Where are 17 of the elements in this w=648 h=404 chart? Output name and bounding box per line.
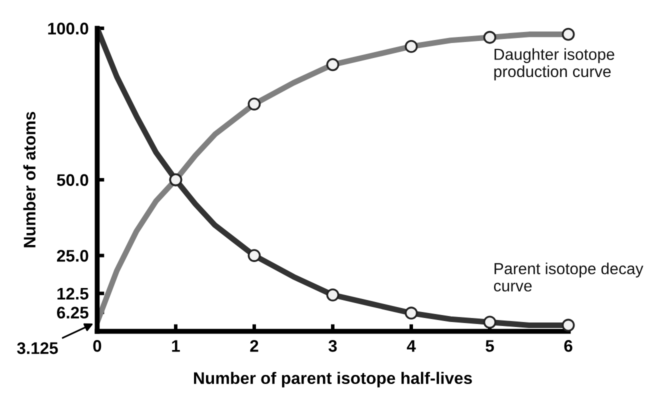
- x-axis-title: Number of parent isotope half-lives: [194, 372, 472, 388]
- x-tick-label: 6: [564, 340, 572, 352]
- annotation: 3.125: [17, 342, 58, 354]
- y-tick-label: 100.0: [48, 22, 88, 34]
- y-axis-title: Number of atoms: [23, 112, 36, 248]
- y-tick-label: 12.5: [57, 288, 88, 300]
- x-tick-label: 4: [406, 340, 416, 352]
- x-tick-label: 5: [486, 340, 494, 352]
- x-tick-label: 1: [172, 340, 180, 352]
- y-tick-label: 25.0: [57, 250, 88, 262]
- y-tick-label: 50.0: [56, 174, 88, 186]
- x-tick-label: 2: [250, 340, 258, 352]
- series-label: Parent isotope decay curve: [494, 262, 644, 292]
- x-tick-label: 3: [328, 340, 337, 352]
- series-label: Daughter isotope production curve: [494, 48, 614, 80]
- x-tick-label: 0: [93, 340, 102, 352]
- y-tick-label: 6.25: [57, 306, 88, 319]
